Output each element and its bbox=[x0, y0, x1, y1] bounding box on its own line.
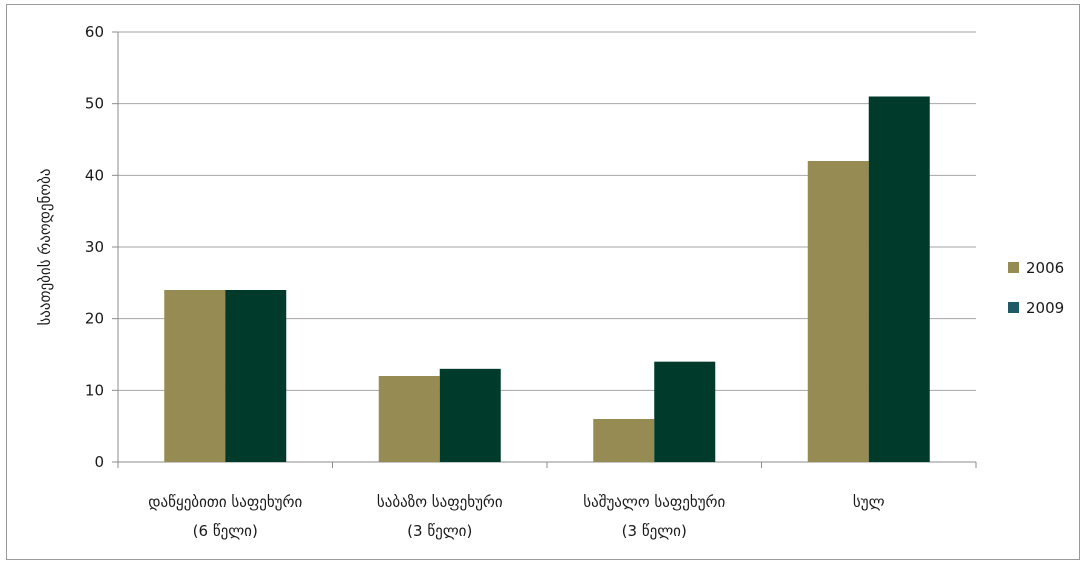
y-axis-title: საათების რაოდენობა bbox=[36, 168, 54, 325]
y-tick-label: 0 bbox=[94, 453, 104, 471]
y-tick-label: 20 bbox=[85, 310, 104, 328]
y-tick-label: 40 bbox=[85, 166, 104, 184]
legend-label: 2006 bbox=[1026, 259, 1064, 277]
bar-2006-0 bbox=[164, 290, 226, 462]
legend-label: 2009 bbox=[1026, 299, 1064, 317]
category-label: (3 წელი) bbox=[622, 522, 687, 540]
legend-marker-2009 bbox=[1008, 302, 1019, 313]
bar-2009-2 bbox=[654, 361, 716, 462]
bar-2009-1 bbox=[439, 368, 501, 462]
category-label: დაწყებითი საფეხური bbox=[148, 493, 302, 511]
category-label: საშუალო საფეხური bbox=[583, 493, 725, 511]
category-label: (6 წელი) bbox=[193, 522, 258, 540]
bar-2009-0 bbox=[225, 290, 287, 462]
legend-marker-2006 bbox=[1008, 262, 1019, 273]
bar-2006-1 bbox=[378, 376, 440, 462]
bar-2009-3 bbox=[868, 96, 930, 462]
y-tick-label: 30 bbox=[85, 238, 104, 256]
bar-2006-2 bbox=[593, 419, 655, 462]
category-label: საბაზო საფეხური bbox=[377, 493, 503, 511]
y-tick-label: 10 bbox=[85, 381, 104, 399]
category-label: (3 წელი) bbox=[407, 522, 472, 540]
y-tick-label: 50 bbox=[85, 95, 104, 113]
bar-2006-3 bbox=[807, 161, 869, 462]
y-tick-label: 60 bbox=[85, 23, 104, 41]
category-label: სულ bbox=[853, 493, 885, 511]
